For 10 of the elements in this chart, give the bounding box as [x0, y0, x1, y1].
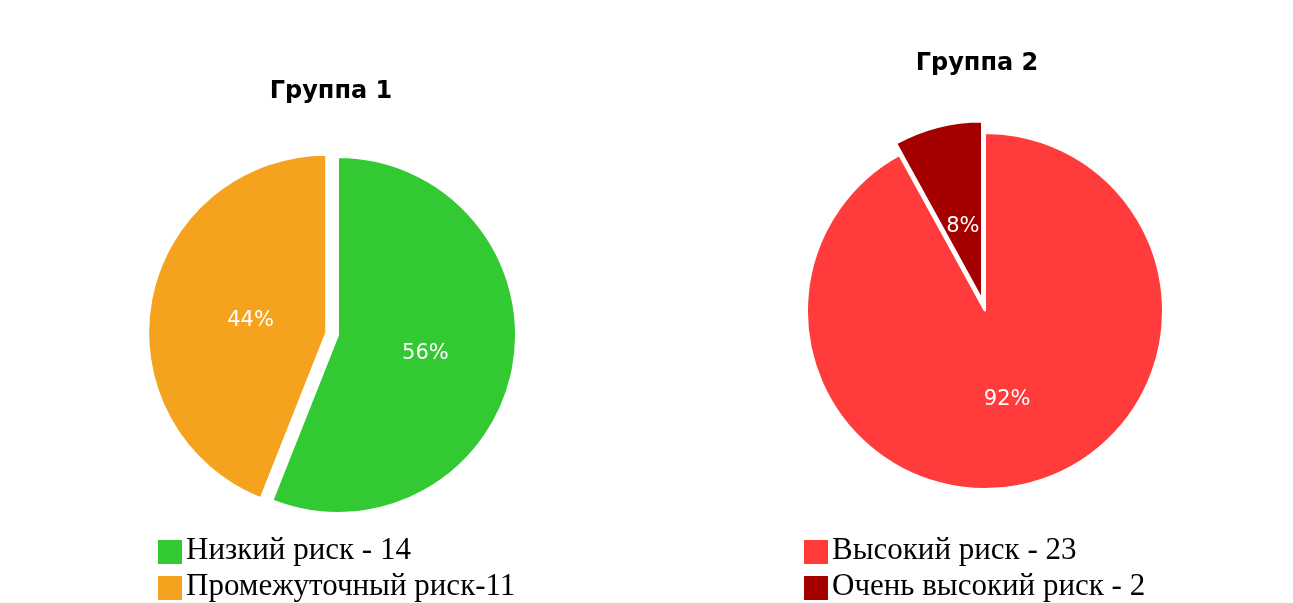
chart-title: Группа 1 — [268, 76, 394, 104]
chart-title: Группа 2 — [914, 48, 1040, 76]
legend-label: Высокий риск - 23 — [832, 531, 1077, 566]
legend-label: Очень высокий риск - 2 — [832, 567, 1146, 602]
data-label: 92% — [983, 385, 1031, 410]
legend-label: Низкий риск - 14 — [186, 531, 411, 566]
legend-label: Промежуточный риск-11 — [186, 567, 516, 602]
data-label: 56% — [402, 340, 449, 365]
data-label: 44% — [227, 306, 274, 331]
data-label: 8% — [946, 213, 980, 238]
